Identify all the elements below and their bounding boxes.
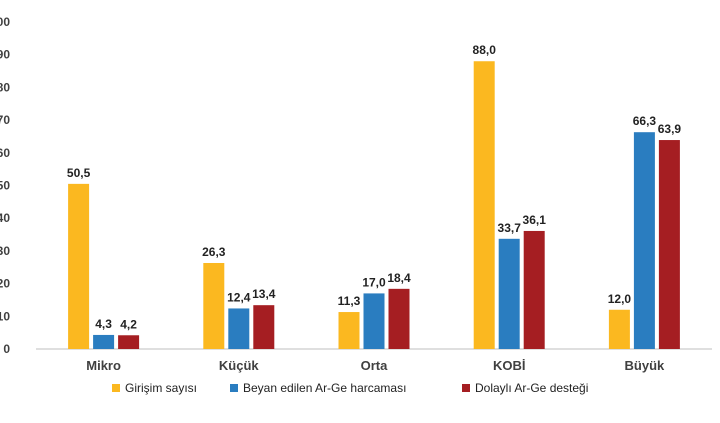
bar [388,288,410,349]
bar [118,335,140,349]
y-tick-label: 20 [0,277,10,291]
y-tick-label: 90 [0,48,10,62]
y-tick-label: 50 [0,179,10,193]
data-label: 13,4 [252,287,276,301]
y-axis-ticks: 1009080706050403020100 [0,15,10,356]
data-label: 18,4 [387,271,411,285]
category-label: Küçük [219,358,260,373]
y-tick-label: 10 [0,309,10,323]
legend-label: Dolaylı Ar-Ge desteği [475,381,588,395]
bar [203,262,225,349]
data-label: 4,2 [120,317,137,331]
data-label: 26,3 [202,245,226,259]
category-label: Büyük [625,358,666,373]
y-tick-label: 0 [3,342,10,356]
bar [498,238,520,349]
bar [473,61,495,350]
bar [363,293,385,349]
category-label: KOBİ [493,358,526,373]
bar [523,230,545,349]
category-labels: Mikro Küçük Orta KOBİ Büyük [86,358,665,373]
bar [68,183,90,349]
data-label: 12,4 [227,290,251,304]
y-tick-label: 30 [0,244,10,258]
bar [93,334,115,349]
data-label: 88,0 [473,43,497,57]
bar [633,132,655,349]
legend-label: Beyan edilen Ar-Ge harcaması [243,381,406,395]
y-tick-label: 40 [0,211,10,225]
legend-label: Girişim sayısı [125,381,197,395]
category-label: Mikro [86,358,121,373]
y-tick-label: 100 [0,15,10,29]
data-label: 36,1 [523,213,547,227]
legend: Girişim sayısı Beyan edilen Ar-Ge harcama… [112,381,588,395]
legend-swatch [112,384,120,392]
bars-group: 50,5 4,3 4,2 26,3 12,4 13,4 11,317,0 18,4 88,0 33… [67,43,682,350]
data-label: 11,3 [338,294,361,308]
bar [228,308,250,349]
data-label: 12,0 [608,292,632,306]
data-label: 66,3 [633,114,657,128]
data-label: 17,0 [362,275,386,289]
y-tick-label: 60 [0,146,10,160]
data-label: 63,9 [658,122,682,136]
y-tick-label: 80 [0,80,10,94]
bar [338,312,360,349]
bar [658,140,680,349]
data-label: 33,7 [498,221,522,235]
data-label: 4,3 [95,317,112,331]
category-label: Orta [361,358,389,373]
legend-swatch [230,384,238,392]
data-label: 50,5 [67,166,91,180]
legend-swatch [462,384,470,392]
y-tick-label: 70 [0,113,10,127]
bar [608,309,630,349]
bar [253,305,275,349]
